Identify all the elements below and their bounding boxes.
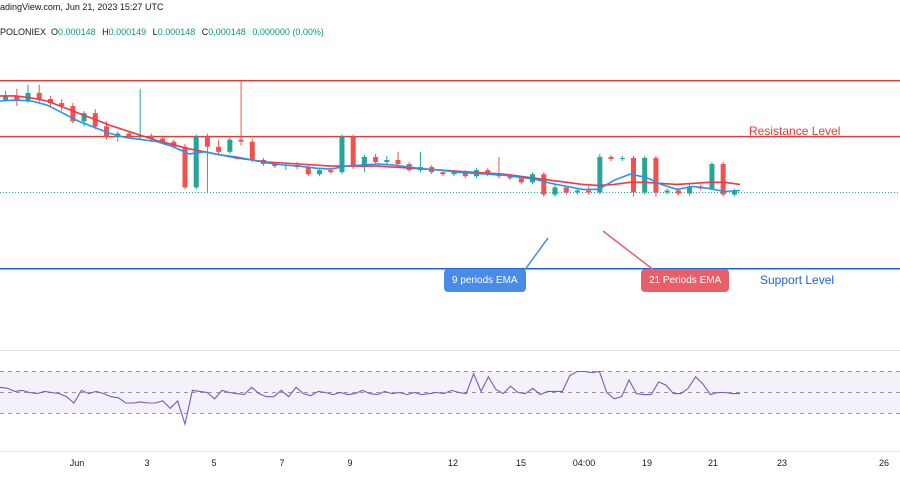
candle-body bbox=[597, 156, 603, 193]
candle-body bbox=[328, 170, 334, 173]
candle-body bbox=[440, 172, 446, 175]
candle-body bbox=[47, 98, 53, 104]
high-value: 0.000149 bbox=[108, 27, 147, 37]
ema9-pointer bbox=[523, 237, 549, 272]
candle-body bbox=[182, 146, 188, 188]
candle-body bbox=[653, 157, 659, 193]
candle-body bbox=[619, 157, 625, 159]
time-axis-border bbox=[0, 451, 900, 452]
candle-body bbox=[731, 190, 737, 195]
candle-body bbox=[137, 135, 143, 137]
x-tick-label: 19 bbox=[641, 458, 653, 468]
candle-body bbox=[3, 95, 9, 101]
candle-body bbox=[350, 136, 356, 168]
candle-body bbox=[317, 170, 323, 175]
candle-body bbox=[541, 174, 547, 195]
x-tick-label: 3 bbox=[144, 458, 150, 468]
x-tick-label: 9 bbox=[347, 458, 353, 468]
candle-body bbox=[574, 190, 580, 193]
candle-body bbox=[675, 190, 681, 194]
candle-body bbox=[642, 157, 648, 193]
candle-body bbox=[485, 170, 491, 175]
candle-body bbox=[720, 164, 726, 195]
ema9-tooltip: 9 periods EMA bbox=[444, 269, 526, 292]
candle-body bbox=[563, 187, 569, 193]
candle-body bbox=[81, 113, 87, 122]
candle-body bbox=[462, 172, 468, 177]
candle-body bbox=[70, 106, 76, 122]
x-tick-label: 21 bbox=[707, 458, 719, 468]
close-label: C bbox=[201, 27, 209, 37]
x-tick-label: 7 bbox=[279, 458, 285, 468]
x-tick-label: 26 bbox=[878, 458, 890, 468]
pane-separator bbox=[0, 350, 900, 351]
resistance-level-label: Resistance Level bbox=[749, 124, 841, 138]
candle-body bbox=[160, 138, 166, 142]
candle-body bbox=[518, 178, 524, 183]
candle-body bbox=[305, 167, 311, 175]
candle-body bbox=[608, 156, 614, 159]
candle-body bbox=[552, 187, 558, 195]
candle-body bbox=[384, 159, 390, 162]
support-level-label: Support Level bbox=[760, 273, 835, 287]
candle-body bbox=[148, 135, 154, 139]
candle-body bbox=[451, 172, 457, 175]
candle-body bbox=[36, 92, 42, 99]
rsi-line bbox=[0, 370, 740, 427]
candle-body bbox=[664, 190, 670, 193]
candle-body bbox=[227, 139, 233, 152]
candle-body bbox=[373, 156, 379, 162]
change-value: 0.000000 (0.00%) bbox=[252, 27, 324, 37]
ohlc-legend: POLONIEX O0.000148 H0.000149 L0.000148 C… bbox=[0, 27, 328, 37]
ema21-line bbox=[0, 95, 741, 187]
ema21-pointer bbox=[602, 230, 656, 272]
candle-body bbox=[59, 103, 65, 107]
low-value: 0.000148 bbox=[157, 27, 196, 37]
x-tick-label: Jun bbox=[69, 458, 85, 468]
candle-body bbox=[272, 164, 278, 167]
candle-body bbox=[126, 133, 132, 137]
candle-body bbox=[361, 156, 367, 168]
candle-body bbox=[204, 136, 210, 147]
ema21-tooltip: 21 Periods EMA bbox=[641, 269, 730, 292]
chart-source-line: adingView.com, Jun 21, 2023 15:27 UTC bbox=[0, 2, 164, 12]
candle-body bbox=[586, 190, 592, 193]
candle-body bbox=[709, 164, 715, 189]
candle-body bbox=[193, 136, 199, 188]
x-tick-label: 15 bbox=[515, 458, 527, 468]
open-value: 0.000148 bbox=[58, 27, 96, 37]
candle-body bbox=[687, 186, 693, 194]
x-tick-label: 12 bbox=[447, 458, 459, 468]
x-tick-label: 04:00 bbox=[572, 458, 596, 468]
close-value: 0.000148 bbox=[208, 27, 246, 37]
x-tick-label: 5 bbox=[211, 458, 217, 468]
candle-body bbox=[507, 176, 513, 179]
x-tick-label: 23 bbox=[776, 458, 788, 468]
candle-body bbox=[249, 141, 255, 160]
rsi-band-lines bbox=[0, 371, 900, 414]
ema9-line bbox=[0, 99, 741, 193]
candle-body bbox=[395, 159, 401, 165]
candle-body bbox=[216, 146, 222, 152]
open-label: O bbox=[51, 27, 59, 37]
candle-body bbox=[339, 136, 345, 173]
candle-body bbox=[238, 139, 244, 142]
high-label: H bbox=[102, 27, 109, 37]
symbol-label: POLONIEX bbox=[0, 27, 47, 37]
candle-body bbox=[14, 95, 20, 101]
low-label: L bbox=[152, 27, 158, 37]
